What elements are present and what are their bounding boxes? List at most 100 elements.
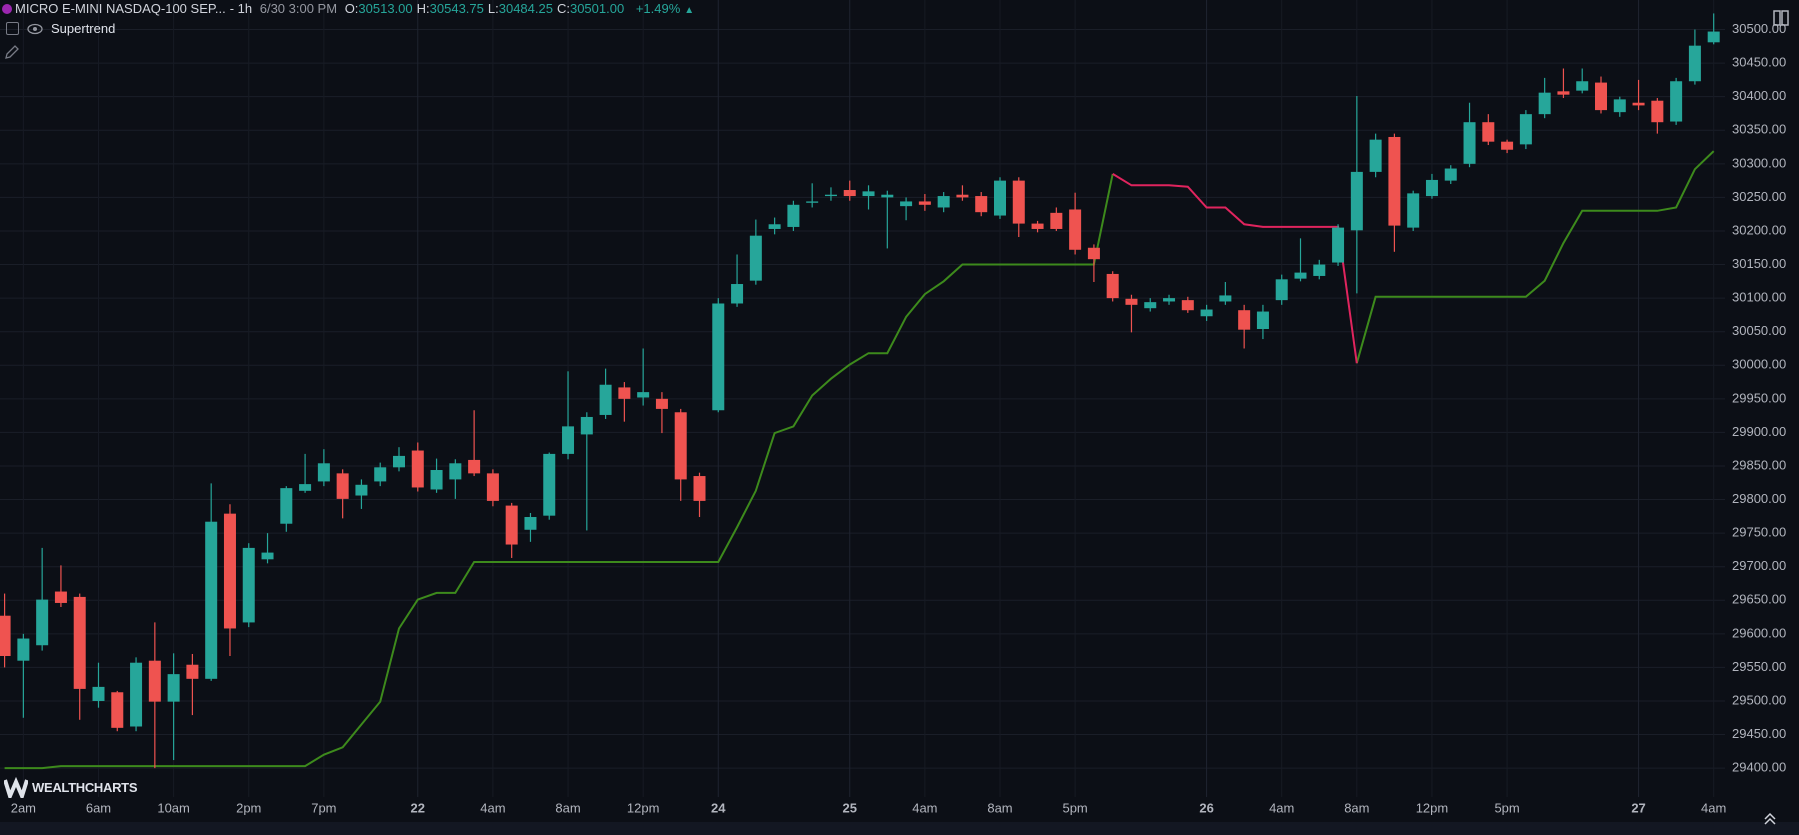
interval: - 1h [229, 1, 253, 16]
candle-body [862, 191, 875, 197]
candle-body [130, 662, 143, 727]
scroll-icon[interactable] [1763, 812, 1777, 826]
x-tick-label: 26 [1199, 800, 1213, 815]
axis: 29400.00 29450.00 29500.00 29550.00 29600.00… [11, 21, 1787, 815]
supertrend-up [4, 150, 1715, 770]
candle-body [223, 513, 236, 629]
x-tick-label: 4am [480, 800, 505, 815]
collapse-icon[interactable] [6, 22, 19, 35]
candle-body [1688, 45, 1701, 82]
candle-body [317, 463, 330, 482]
y-tick-label: 29600.00 [1732, 625, 1786, 640]
x-tick-label: 4am [912, 800, 937, 815]
ohlc-label: O: [344, 1, 359, 16]
x-tick-label: 24 [711, 800, 726, 815]
candle-body [1369, 139, 1382, 172]
y-tick-label: 29400.00 [1732, 760, 1786, 775]
candle-body [261, 552, 274, 560]
candle-body [806, 201, 819, 203]
candle-body [1482, 122, 1495, 142]
candle-body [1519, 114, 1532, 145]
layout-icon[interactable] [1772, 9, 1790, 27]
y-tick-label: 30150.00 [1732, 256, 1786, 271]
y-tick-label: 30050.00 [1732, 323, 1786, 338]
x-tick-label: 7pm [311, 800, 336, 815]
candle-body [299, 484, 312, 491]
x-tick-label: 5pm [1494, 800, 1519, 815]
symbol[interactable]: MICRO E-MINI NASDAQ-100 SEP... [15, 1, 226, 16]
x-tick-label: 22 [411, 800, 425, 815]
marks [0, 13, 1720, 770]
ohlc-value: 30484.25 [498, 1, 553, 16]
x-tick-label: 5pm [1062, 800, 1087, 815]
candle-body [1069, 209, 1082, 250]
ohlc: O:30513.00 H:30543.75 L:30484.25 C:30501.00 [345, 1, 629, 16]
candle-body [562, 426, 575, 454]
candle-body [1144, 302, 1157, 309]
candle-body [1163, 298, 1176, 302]
eye-icon[interactable] [27, 23, 43, 35]
candle-body [1332, 227, 1345, 263]
logo-text: WEALTHCHARTS [32, 779, 138, 795]
up-arrow: ▲ [684, 5, 695, 16]
candle-body [956, 194, 969, 198]
candle-body [900, 201, 913, 207]
candle-body [1613, 99, 1626, 113]
y-tick-label: 29500.00 [1732, 692, 1786, 707]
x-tick-label: 2pm [236, 800, 261, 815]
candle-body [975, 196, 988, 213]
logo: WEALTHCHARTS [4, 776, 138, 798]
candle-body [1407, 193, 1420, 228]
candle-body [92, 686, 105, 701]
bottom-strip [0, 822, 1799, 835]
candle-body [824, 194, 837, 197]
y-tick-label: 29700.00 [1732, 558, 1786, 573]
candle-body [280, 488, 293, 524]
candle-body [186, 664, 199, 679]
candle-body [543, 453, 556, 516]
candle-body [392, 455, 405, 468]
candle-body [918, 201, 931, 205]
candle-body [1651, 100, 1664, 123]
candle-body [167, 674, 180, 702]
candle-body [1670, 81, 1683, 122]
y-tick-label: 29950.00 [1732, 390, 1786, 405]
candle-body [637, 392, 650, 398]
candle-body [1576, 81, 1589, 91]
pencil-icon[interactable] [4, 44, 20, 60]
candle-body [1707, 31, 1720, 43]
candle-body [1313, 264, 1326, 276]
candle-body [1238, 310, 1251, 330]
y-tick-label: 30200.00 [1732, 222, 1786, 237]
ohlc-value: 30513.00 [358, 1, 413, 16]
candle-body [355, 484, 368, 496]
candle-body [1463, 122, 1476, 164]
ohlc-label: H: [416, 1, 430, 16]
x-tick-label: 4am [1269, 800, 1294, 815]
y-tick-label: 29900.00 [1732, 424, 1786, 439]
candle-body [749, 235, 762, 281]
candle-body [1181, 300, 1194, 311]
candle-body [993, 180, 1006, 216]
supertrend-down [1112, 173, 1358, 364]
candle-body [580, 416, 593, 435]
candle-body [374, 467, 387, 482]
candle-body [1350, 171, 1363, 231]
candle-body [430, 470, 443, 490]
candle-body [486, 473, 499, 501]
candle-body [0, 615, 11, 656]
candle-body [693, 476, 706, 501]
ohlc-value: 30543.75 [429, 1, 484, 16]
candle-body [1538, 92, 1551, 115]
y-tick-label: 30300.00 [1732, 155, 1786, 170]
ohlc-label: L: [487, 1, 499, 16]
candle-body [468, 459, 481, 474]
candle-body [524, 517, 537, 530]
x-tick-label: 12pm [1416, 800, 1449, 815]
candle-body [655, 398, 668, 409]
candle-body [1256, 311, 1269, 330]
candle-body [1087, 247, 1100, 260]
candle-body [336, 473, 349, 499]
